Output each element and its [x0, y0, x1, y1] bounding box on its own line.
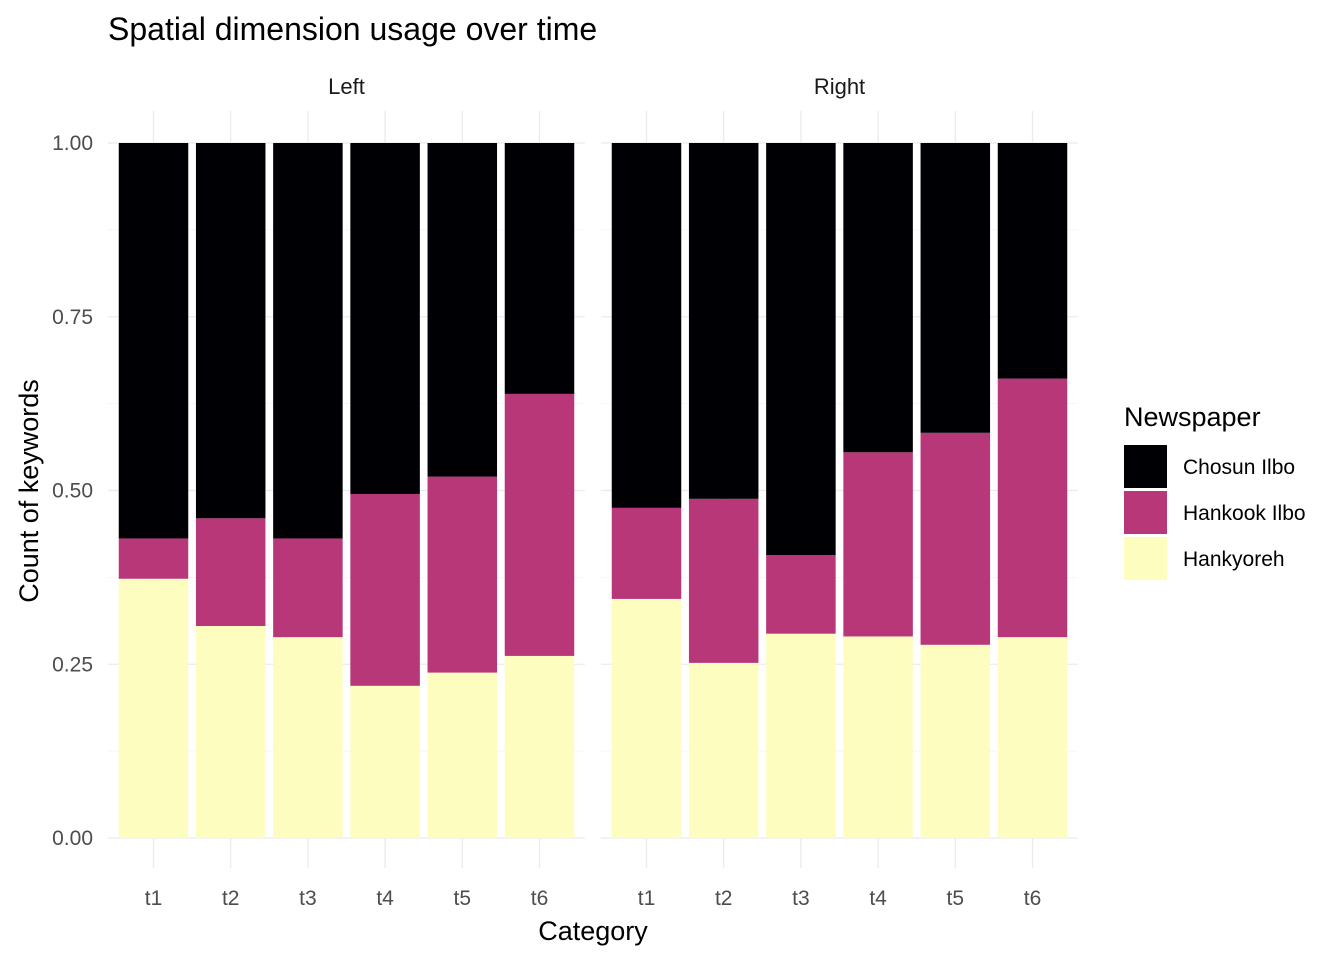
x-tick-label: t6 [1024, 887, 1042, 910]
y-tick-label: 0.25 [52, 653, 93, 676]
bar-right-t2-hankyoreh [688, 662, 759, 838]
y-tick-label: 0.50 [52, 480, 93, 503]
x-tick-label: t5 [454, 887, 472, 910]
bar-right-t4-hankook-ilbo [843, 452, 913, 637]
panel-label-left: Left [328, 74, 365, 99]
x-tick-label: t4 [376, 887, 394, 910]
legend-label: Hankyoreh [1183, 548, 1285, 571]
y-tick-label: 0.00 [52, 827, 93, 850]
legend-label: Chosun Ilbo [1183, 456, 1295, 479]
bar-right-t1-hankook-ilbo [611, 507, 682, 599]
bar-right-t1-chosun-ilbo [611, 143, 682, 508]
bar-left-t2-chosun-ilbo [195, 143, 266, 519]
y-tick-label: 1.00 [52, 132, 93, 155]
bar-right-t3-chosun-ilbo [766, 143, 836, 556]
x-tick-label: t1 [145, 887, 163, 910]
x-tick-label: t5 [947, 887, 965, 910]
x-tick-label: t4 [869, 887, 887, 910]
x-axis-title: Category [538, 916, 648, 946]
x-tick-label: t3 [792, 887, 810, 910]
bar-left-t2-hankyoreh [195, 626, 266, 838]
bar-left-t5-chosun-ilbo [427, 143, 498, 477]
bar-right-t3-hankyoreh [766, 633, 836, 838]
bar-right-t4-chosun-ilbo [843, 143, 913, 453]
x-tick-label: t1 [638, 887, 656, 910]
x-tick-label: t2 [222, 887, 240, 910]
chart-title: Spatial dimension usage over time [108, 11, 597, 47]
bar-left-t6-hankook-ilbo [504, 393, 575, 656]
bar-left-t6-hankyoreh [504, 655, 575, 838]
bar-left-t4-chosun-ilbo [350, 143, 420, 494]
bar-left-t4-hankook-ilbo [350, 493, 420, 686]
bar-left-t6-chosun-ilbo [504, 143, 575, 394]
bar-right-t4-hankyoreh [843, 636, 913, 838]
panel-label-right: Right [814, 74, 865, 99]
legend-items: Chosun Ilbo Hankook Ilbo Hankyoreh [1124, 445, 1306, 580]
bar-left-t3-hankook-ilbo [273, 538, 343, 638]
y-tick-label: 0.75 [52, 306, 93, 329]
bar-right-t5-hankyoreh [920, 644, 991, 838]
x-tick-label: t2 [715, 887, 733, 910]
legend: Newspaper Chosun Ilbo Hankook Ilbo Hankyor… [1124, 402, 1306, 580]
legend-swatch [1124, 537, 1167, 580]
legend-title: Newspaper [1124, 402, 1261, 432]
bar-right-t6-hankook-ilbo [997, 378, 1068, 638]
axis-layer: 0.00 0.25 0.50 0.75 1.00 Left t1 t2 t3 t4 t5 t6 Righ… [52, 74, 1041, 910]
y-axis-title: Count of keywords [14, 379, 44, 603]
bar-right-t3-hankook-ilbo [766, 555, 836, 634]
bar-right-t1-hankyoreh [611, 598, 682, 838]
bar-left-t4-hankyoreh [350, 685, 420, 838]
bar-right-t5-chosun-ilbo [920, 143, 991, 433]
x-tick-label: t3 [299, 887, 317, 910]
bar-left-t1-chosun-ilbo [118, 143, 189, 539]
bar-left-t1-hankook-ilbo [118, 538, 189, 579]
bar-left-t2-hankook-ilbo [195, 518, 266, 627]
bar-right-t6-chosun-ilbo [997, 143, 1068, 379]
x-tick-label: t6 [531, 887, 549, 910]
legend-swatch [1124, 491, 1167, 534]
bar-left-t5-hankyoreh [427, 672, 498, 838]
bar-right-t2-chosun-ilbo [688, 143, 759, 499]
bars-layer [118, 143, 1068, 838]
bar-right-t6-hankyoreh [997, 637, 1068, 838]
bar-left-t1-hankyoreh [118, 578, 189, 838]
legend-label: Hankook Ilbo [1183, 502, 1306, 525]
bar-right-t5-hankook-ilbo [920, 432, 991, 645]
bar-right-t2-hankook-ilbo [688, 498, 759, 663]
bar-left-t3-chosun-ilbo [273, 143, 343, 539]
bar-left-t5-hankook-ilbo [427, 476, 498, 673]
bar-left-t3-hankyoreh [273, 637, 343, 838]
legend-swatch [1124, 445, 1167, 488]
